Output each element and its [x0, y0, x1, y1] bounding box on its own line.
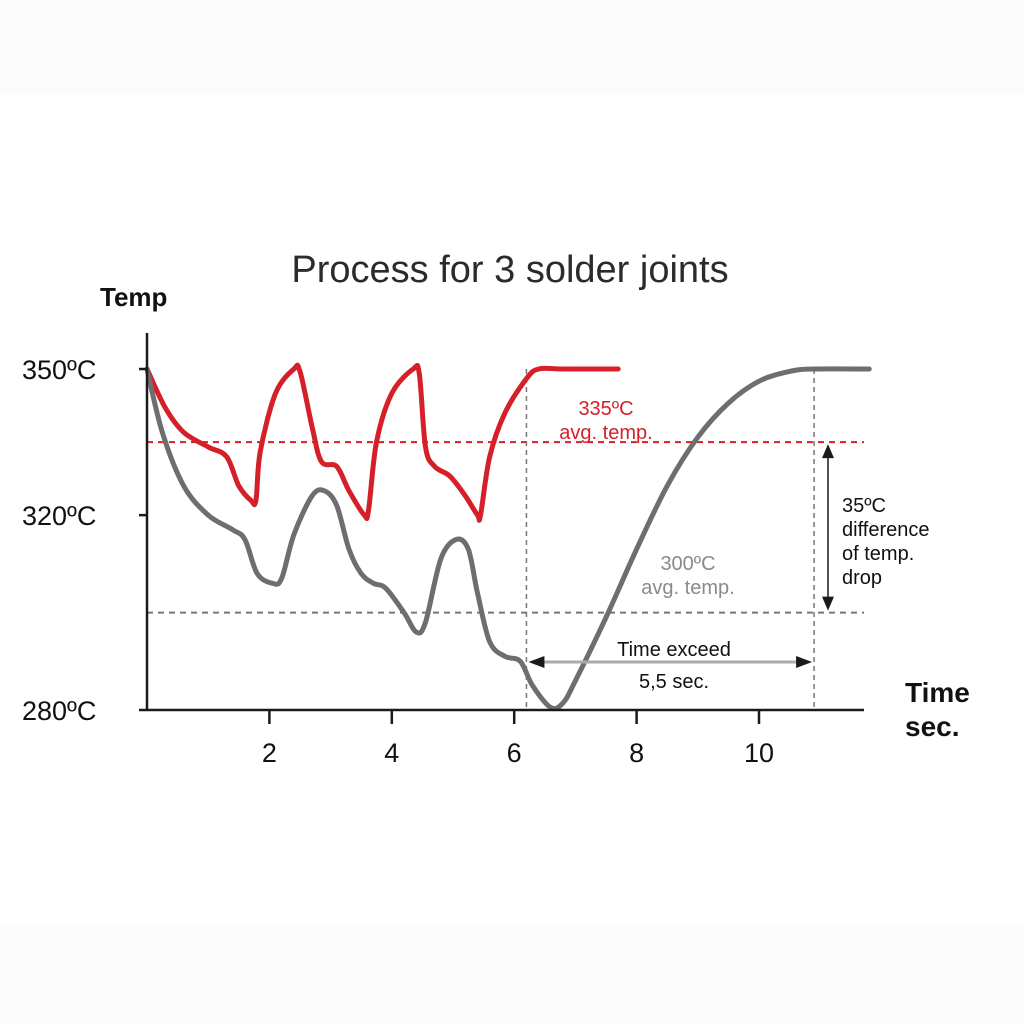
chart-title: Process for 3 solder joints [291, 249, 728, 291]
reference-lines [147, 369, 864, 710]
data-series [144, 362, 872, 712]
difference-arrow-head-bottom [822, 596, 834, 611]
bottom-band [0, 925, 1024, 1024]
difference-text-2: of temp. [842, 543, 914, 565]
x-tick-label-2: 2 [262, 738, 277, 768]
y-axis-label: Temp [100, 282, 167, 312]
x-tick-label-4: 4 [384, 738, 399, 768]
red-avg-text: avg. temp. [559, 422, 652, 444]
time-exceed-text: Time exceed [617, 639, 731, 661]
difference-text-3: drop [842, 567, 882, 589]
x-axis-label-time: Time [905, 677, 970, 708]
axes: 350ºC 320ºC 280ºC 2 4 6 8 10 [22, 333, 864, 768]
y-tick-label-350: 350ºC [22, 355, 96, 385]
time-exceed-arrow-head-left [528, 656, 545, 668]
gray-avg-value: 300ºC [660, 553, 715, 575]
y-tick-label-320: 320ºC [22, 501, 96, 531]
y-tick-label-280: 280ºC [22, 696, 96, 726]
x-axis-label-unit: sec. [905, 711, 960, 742]
x-tick-label-6: 6 [507, 738, 522, 768]
red-avg-value: 335ºC [578, 398, 633, 420]
difference-text-1: difference [842, 519, 929, 541]
top-band [0, 0, 1024, 95]
difference-arrow-head-top [822, 444, 834, 459]
series-line-2 [144, 366, 872, 712]
series-line-1 [144, 362, 621, 523]
x-tick-label-8: 8 [629, 738, 644, 768]
difference-value: 35ºC [842, 495, 886, 517]
time-exceed-arrow-head-right [796, 656, 813, 668]
gray-avg-text: avg. temp. [641, 577, 734, 599]
time-exceed-value: 5,5 sec. [639, 671, 709, 693]
x-tick-label-10: 10 [744, 738, 774, 768]
